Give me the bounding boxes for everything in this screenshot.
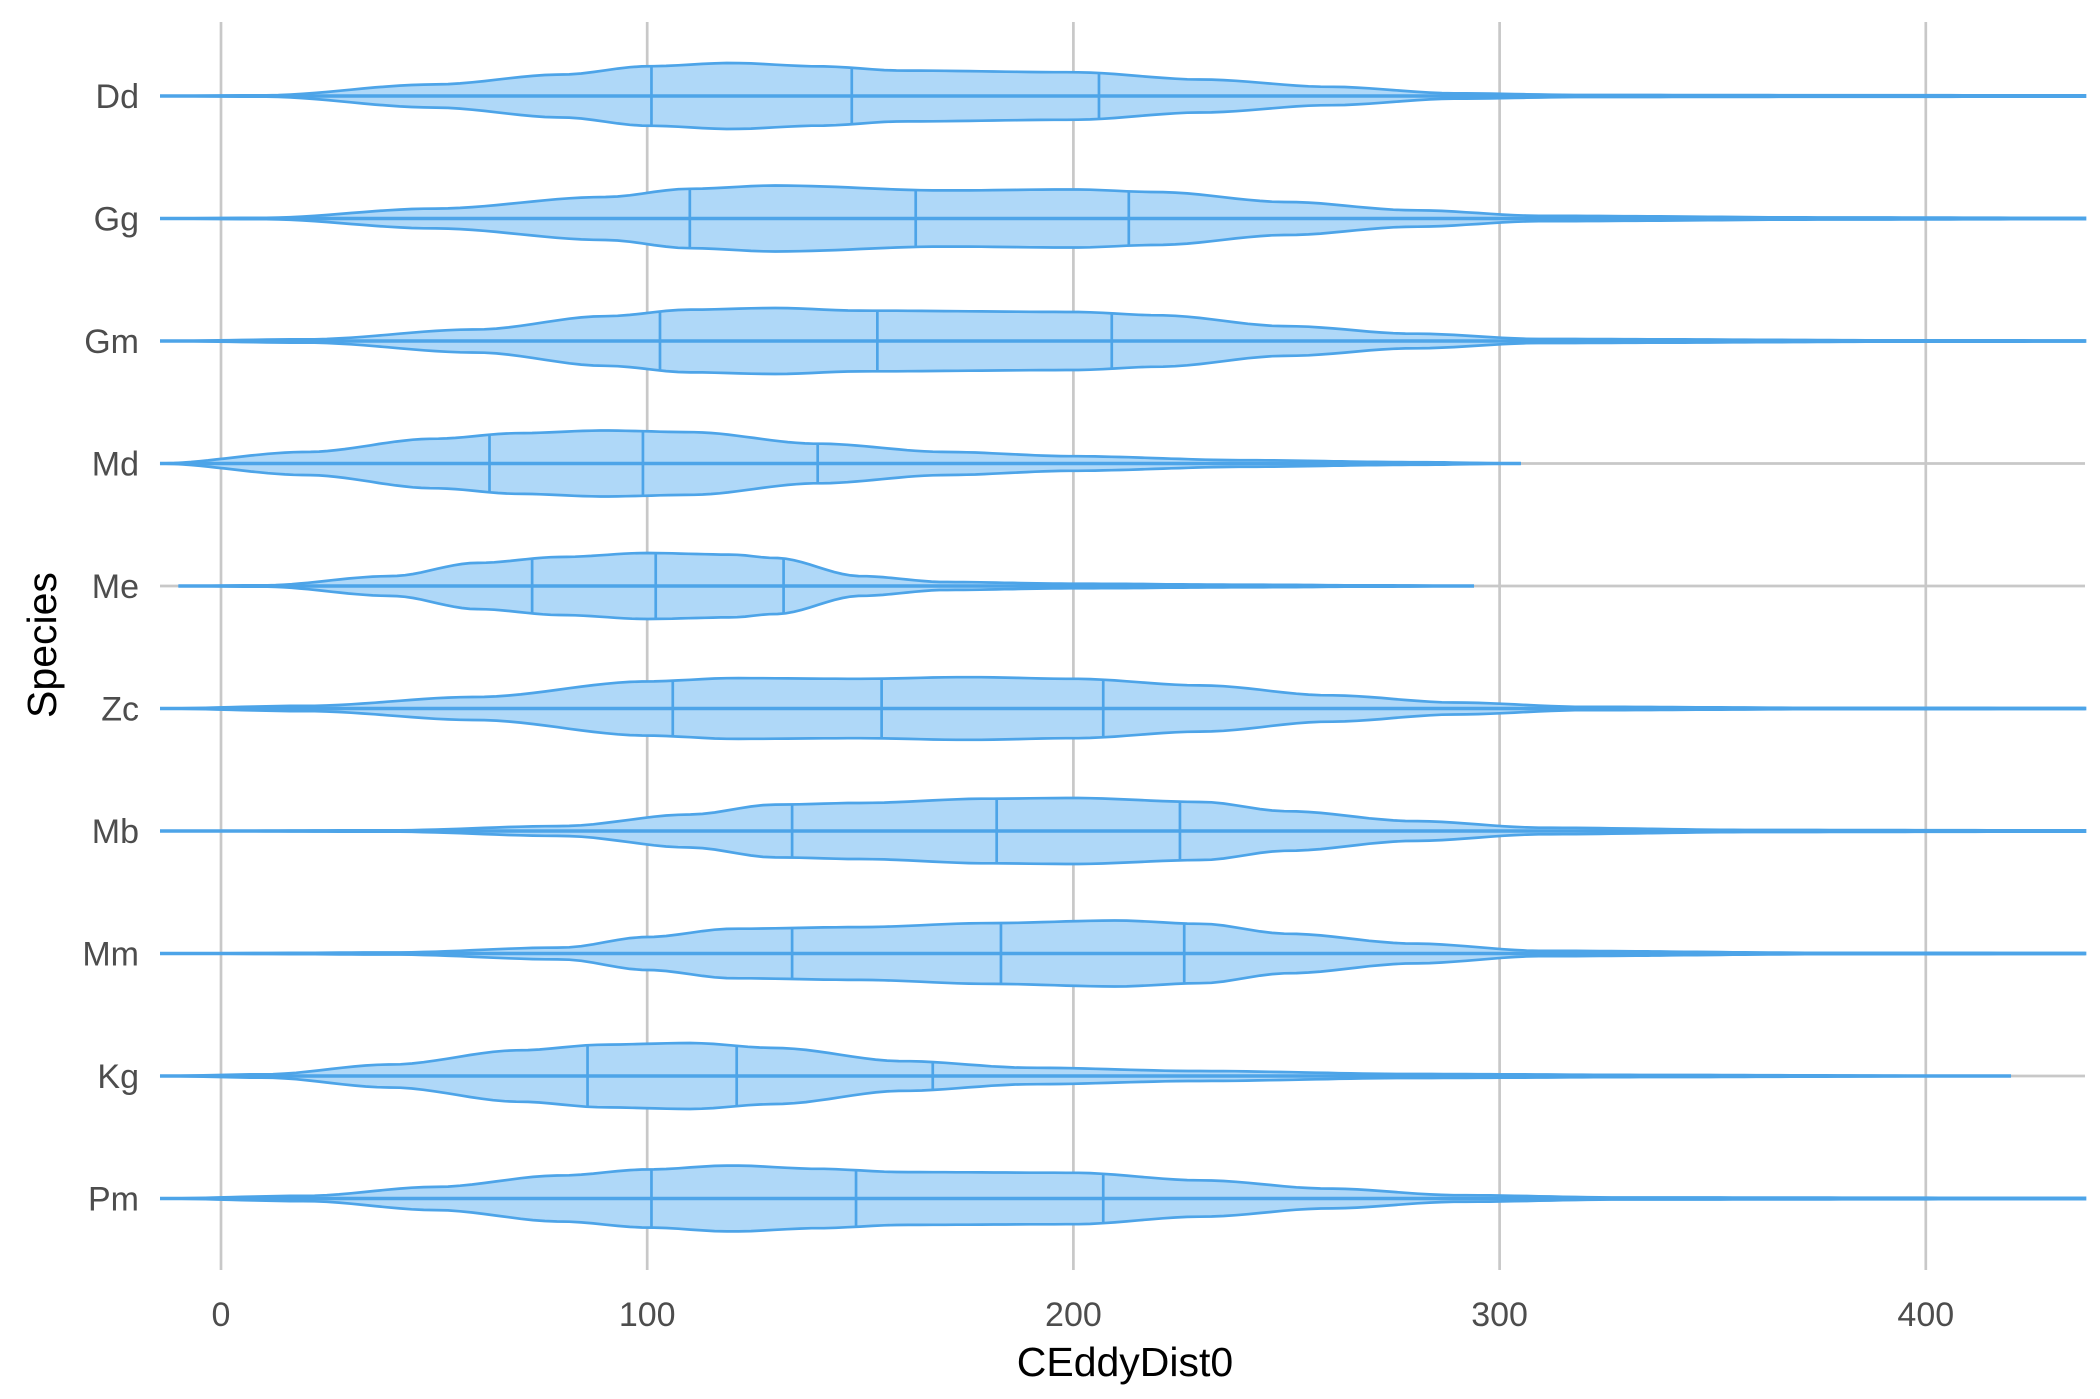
y-axis-title: Species <box>19 572 65 718</box>
x-tick-label-400: 400 <box>1897 1296 1954 1334</box>
x-tick-label-300: 300 <box>1471 1296 1528 1334</box>
violin-Kg <box>159 1041 2012 1111</box>
violin-Mb <box>160 796 2087 866</box>
violin-Mm <box>160 919 2087 988</box>
violin-layer <box>159 61 2087 1233</box>
violin-Zc <box>160 675 2087 742</box>
y-tick-label-Mm: Mm <box>82 936 139 974</box>
violin-Pm <box>160 1164 2087 1233</box>
y-tick-label-Gm: Gm <box>84 323 139 361</box>
y-tick-label-Dd: Dd <box>96 78 139 116</box>
violin-Gm <box>160 306 2087 376</box>
y-tick-label-Pm: Pm <box>88 1181 139 1219</box>
x-tick-label-0: 0 <box>212 1296 231 1334</box>
y-tick-label-Md: Md <box>92 446 139 484</box>
violin-Dd <box>160 61 2087 131</box>
y-tick-labels: Dd Gg Gm Md Me Zc Mb Mm Kg Pm <box>82 78 139 1219</box>
y-tick-label-Gg: Gg <box>94 201 139 239</box>
violin-Md <box>159 429 1521 498</box>
y-tick-label-Mb: Mb <box>92 813 139 851</box>
x-tick-label-100: 100 <box>619 1296 676 1334</box>
y-tick-label-Zc: Zc <box>101 691 139 729</box>
x-tick-labels: 0 100 200 300 400 <box>212 1296 1955 1334</box>
y-tick-label-Kg: Kg <box>97 1058 139 1096</box>
x-tick-label-200: 200 <box>1045 1296 1102 1334</box>
violin-Gg <box>160 184 2087 253</box>
y-tick-label-Me: Me <box>92 568 139 606</box>
x-axis-title: CEddyDist0 <box>1017 1339 1233 1385</box>
violin-Me <box>178 551 1475 621</box>
